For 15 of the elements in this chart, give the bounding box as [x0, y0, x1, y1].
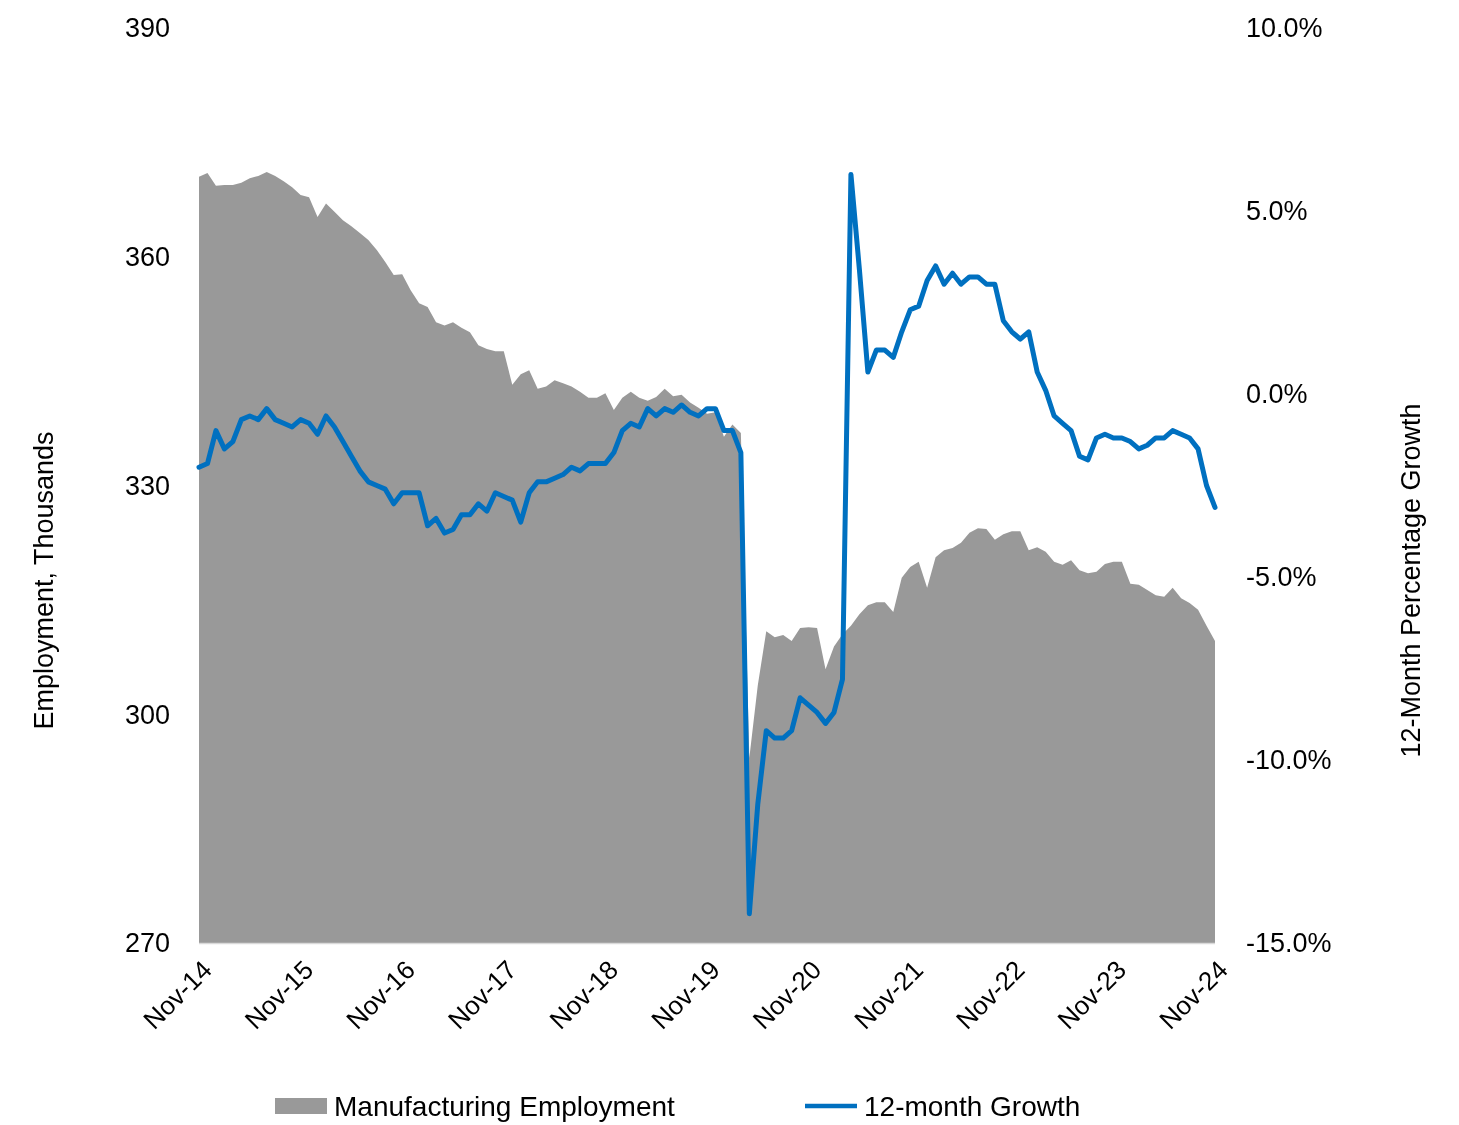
- y2-tick-label: -5.0%: [1246, 562, 1317, 593]
- y2-tick-label: -10.0%: [1246, 745, 1332, 776]
- y2-axis-title: 12-Month Percentage Growth: [1396, 403, 1426, 758]
- legend-label: Manufacturing Employment: [334, 1090, 676, 1122]
- y-tick-label: 360: [124, 242, 170, 273]
- y2-tick-label: 10.0%: [1246, 13, 1323, 44]
- y2-tick-label: 5.0%: [1246, 196, 1308, 227]
- y-tick-label: 390: [124, 13, 170, 44]
- y2-tick-label: 0.0%: [1246, 379, 1308, 410]
- y2-tick-label: -15.0%: [1246, 928, 1332, 959]
- y-tick-label: 330: [124, 470, 170, 501]
- y-tick-label: 300: [124, 699, 170, 730]
- y-tick-label: 270: [124, 928, 170, 959]
- y-axis-title: Employment, Thousands: [29, 431, 59, 730]
- legend-label: 12-month Growth: [864, 1090, 1081, 1122]
